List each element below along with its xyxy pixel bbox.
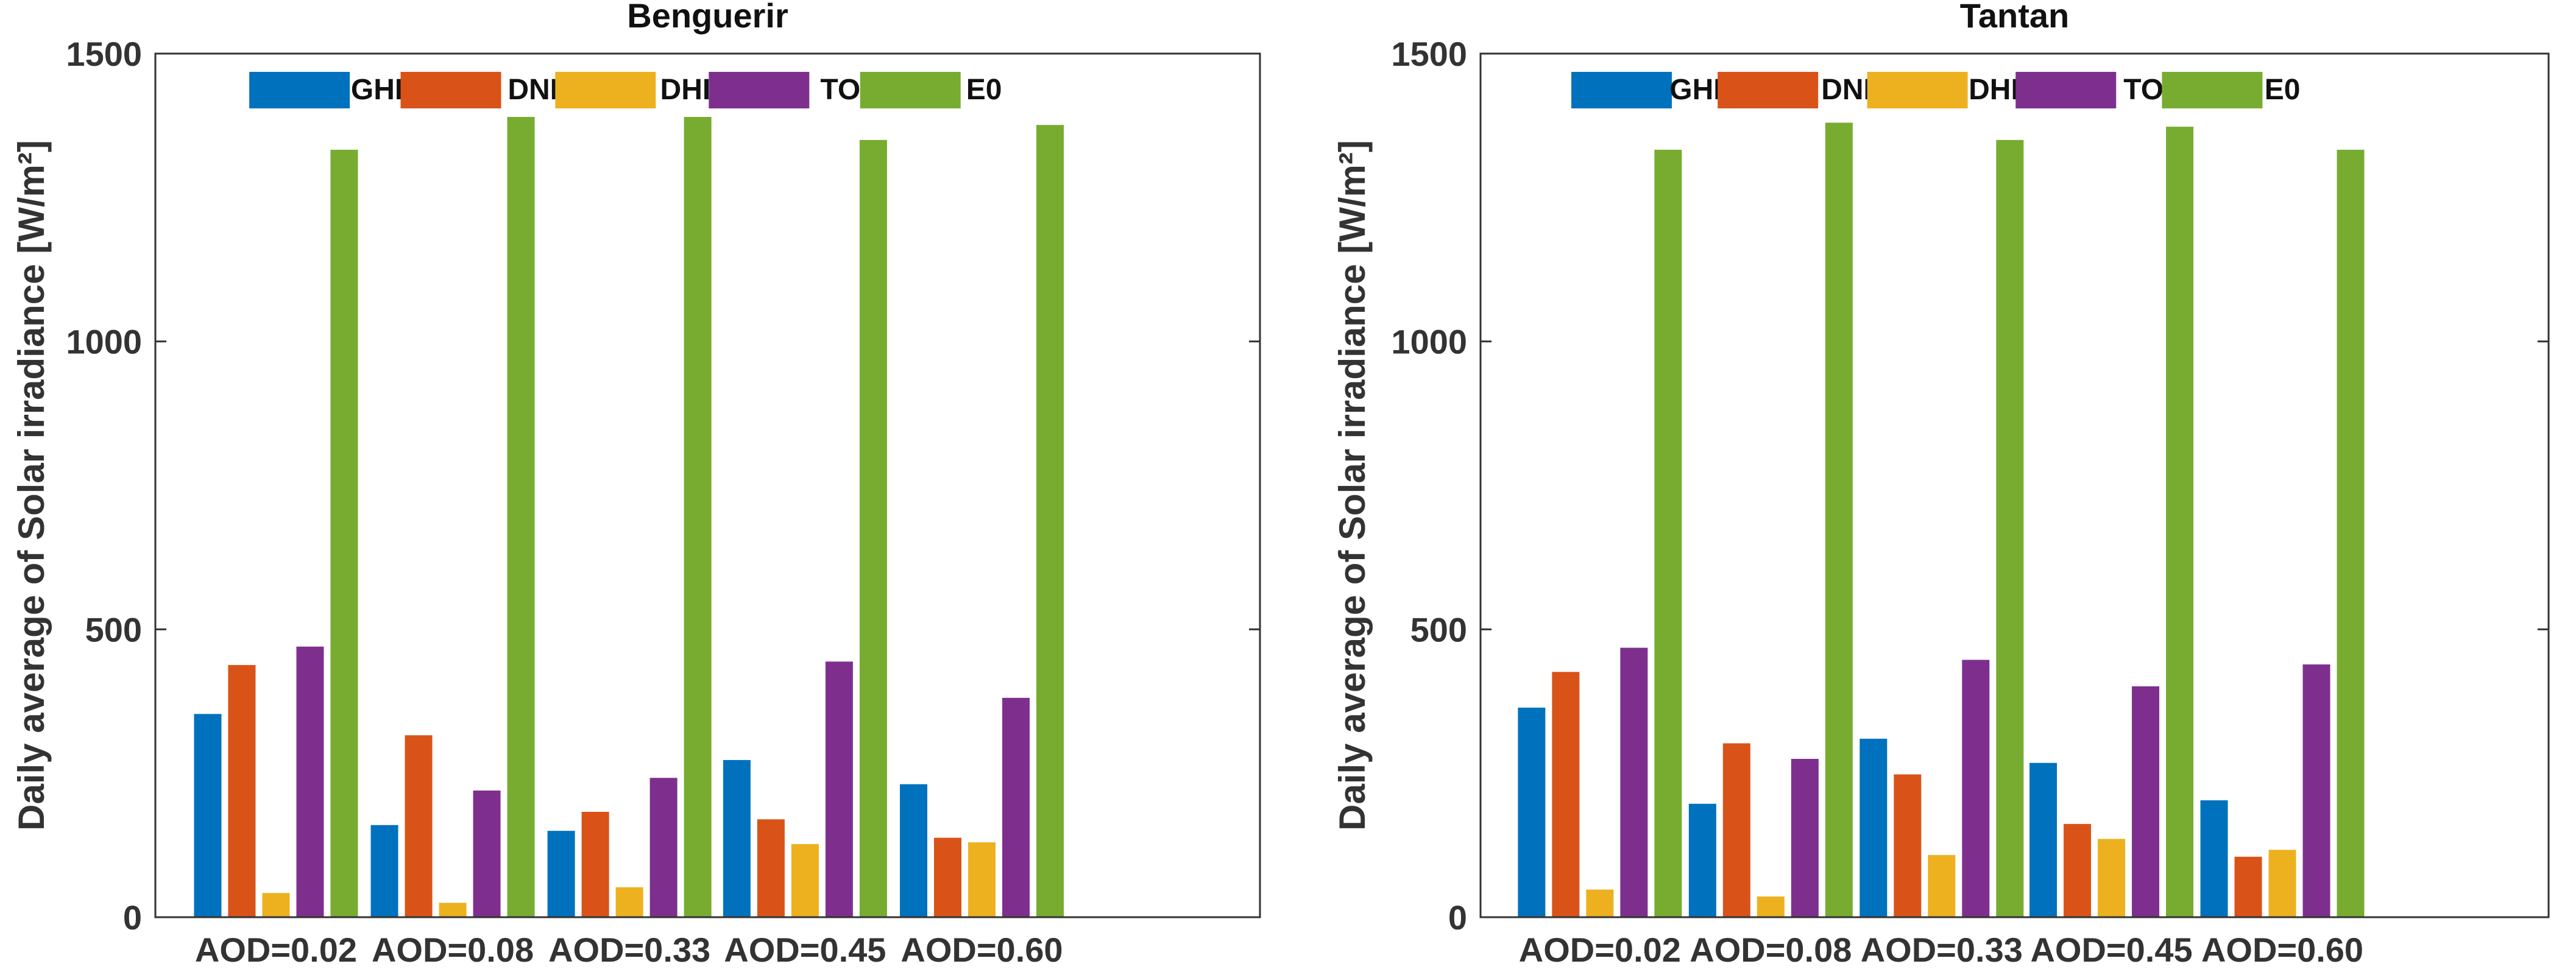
- bar-dhi-1: [439, 903, 467, 917]
- legend-label-dni: DNI: [1821, 74, 1872, 106]
- legend-label-dhi: DHI: [1969, 74, 2019, 106]
- y-tick-label: 500: [1410, 610, 1467, 649]
- bar-dni-2: [1894, 774, 1922, 917]
- legend-label-ghi: GHI: [1669, 74, 1721, 106]
- bar-dhi-2: [1928, 854, 1956, 917]
- y-tick-label: 1500: [66, 35, 142, 73]
- y-tick-label: 0: [123, 898, 142, 937]
- bar-e0-0: [1654, 149, 1682, 918]
- bar-dni-3: [2064, 823, 2092, 917]
- bar-dni-0: [1552, 672, 1580, 917]
- legend-swatch-dhi: [555, 72, 656, 108]
- legend-swatch-dhi: [1867, 72, 1968, 108]
- bar-dhi-3: [2098, 839, 2126, 917]
- y-tick-label: 1500: [1391, 35, 1467, 73]
- bar-dni-1: [1722, 743, 1750, 917]
- bar-e0-3: [2166, 127, 2194, 917]
- x-tick-label: AOD=0.33: [1861, 931, 2023, 969]
- bar-e0-1: [507, 116, 535, 917]
- bar-ghi-3: [723, 759, 751, 917]
- legend-label-e0: E0: [966, 74, 1002, 106]
- x-tick-label: AOD=0.02: [195, 931, 357, 969]
- x-tick-label: AOD=0.33: [548, 931, 710, 969]
- legend-label-dhi: DHI: [660, 74, 711, 106]
- chart-panel-0: Benguerir AOD=0.02 AOD=0.08 AOD=0.33 AOD=0.4…: [11, 0, 1261, 969]
- x-tick-label: AOD=0.45: [724, 931, 886, 969]
- legend-swatch-e0: [860, 72, 961, 108]
- bar-toa-4: [2302, 664, 2330, 917]
- plot-area-frame: [154, 52, 1261, 918]
- bar-ghi-3: [2029, 762, 2058, 917]
- bar-e0-1: [1825, 122, 1853, 918]
- legend-label-ghi: GHI: [351, 74, 403, 106]
- bar-toa-2: [649, 778, 678, 917]
- bar-e0-2: [1996, 139, 2024, 917]
- y-axis-label: Daily average of Solar irradiance [W/m²]: [1332, 140, 1373, 831]
- bar-dhi-4: [968, 842, 996, 917]
- x-tick-label: AOD=0.08: [1690, 931, 1852, 969]
- bar-toa-0: [1620, 647, 1648, 917]
- y-tick-label: 500: [85, 610, 142, 649]
- y-axis-label: Daily average of Solar irradiance [W/m²]: [11, 140, 52, 831]
- bar-toa-0: [296, 646, 324, 917]
- y-tick-label: 0: [1448, 898, 1467, 937]
- legend-swatch-dni: [1718, 72, 1819, 108]
- legend-swatch-e0: [2162, 72, 2263, 108]
- bar-ghi-0: [194, 714, 222, 917]
- bar-dhi-3: [791, 843, 819, 917]
- bar-toa-1: [1791, 759, 1819, 917]
- bar-ghi-2: [1859, 738, 1888, 917]
- legend-swatch-dni: [400, 72, 501, 108]
- bar-toa-4: [1002, 697, 1030, 917]
- bar-dni-2: [581, 812, 609, 917]
- bar-dhi-1: [1757, 896, 1785, 917]
- bar-ghi-4: [899, 784, 927, 917]
- x-tick-label: AOD=0.45: [2030, 931, 2192, 969]
- y-tick-label: 1000: [66, 323, 142, 361]
- bar-ghi-1: [1688, 803, 1716, 917]
- bar-dni-3: [757, 819, 785, 917]
- bar-ghi-4: [2200, 800, 2228, 917]
- bar-toa-3: [2132, 686, 2160, 917]
- bar-ghi-1: [370, 825, 398, 917]
- plot-area-frame: [1479, 52, 2550, 918]
- bar-e0-4: [2337, 149, 2365, 918]
- legend-swatch-ghi: [249, 72, 350, 108]
- chart-title: Benguerir: [627, 0, 788, 35]
- bar-e0-4: [1036, 125, 1064, 918]
- bar-dhi-0: [1586, 889, 1614, 917]
- bar-toa-1: [473, 791, 501, 917]
- legend-label-e0: E0: [2265, 74, 2301, 106]
- bar-dni-4: [2234, 856, 2262, 917]
- bar-dni-0: [228, 664, 256, 917]
- legend-swatch-ghi: [1571, 72, 1672, 108]
- x-tick-label: AOD=0.60: [901, 931, 1063, 969]
- legend-swatch-toa: [2015, 72, 2117, 108]
- bar-dni-1: [405, 735, 433, 917]
- x-tick-label: AOD=0.60: [2201, 931, 2363, 969]
- x-tick-label: AOD=0.02: [1519, 931, 1681, 969]
- bar-ghi-0: [1518, 707, 1546, 917]
- chart-panel-1: Tantan AOD=0.02 AOD=0.08 AOD=0.33 AOD=0.45 AO…: [1332, 0, 2550, 969]
- y-tick-label: 1000: [1391, 323, 1467, 361]
- x-tick-label: AOD=0.08: [372, 931, 534, 969]
- bar-toa-2: [1962, 660, 1990, 917]
- bar-e0-3: [859, 139, 887, 917]
- bar-ghi-2: [547, 831, 575, 917]
- chart-title: Tantan: [1960, 0, 2069, 35]
- bar-dhi-2: [615, 887, 643, 917]
- bar-dhi-0: [262, 893, 290, 917]
- bar-toa-3: [825, 661, 853, 917]
- bar-dhi-4: [2268, 850, 2296, 917]
- legend-swatch-toa: [709, 72, 810, 108]
- bar-e0-2: [684, 116, 712, 917]
- bar-dni-4: [933, 837, 961, 917]
- legend-label-dni: DNI: [508, 74, 558, 106]
- bar-e0-0: [330, 149, 358, 918]
